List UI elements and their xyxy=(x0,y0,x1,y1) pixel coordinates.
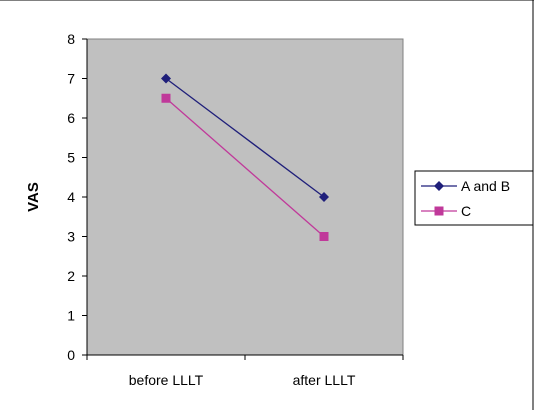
x-tick-label: after LLLT xyxy=(293,372,356,388)
legend-label: A and B xyxy=(461,178,510,194)
data-point xyxy=(319,192,329,202)
legend-marker xyxy=(434,206,444,216)
y-tick-label: 6 xyxy=(67,110,75,126)
x-axis-ticks: before LLLT after LLLT xyxy=(86,355,404,388)
y-tick-label: 8 xyxy=(67,31,75,47)
series-layer xyxy=(161,73,329,241)
legend-marker xyxy=(434,181,444,191)
y-tick-label: 0 xyxy=(67,347,75,363)
y-tick-label: 2 xyxy=(67,268,75,284)
series-a-and-b xyxy=(161,73,329,202)
series-line xyxy=(165,77,325,198)
series-line xyxy=(165,97,325,237)
legend-label: C xyxy=(461,203,471,219)
x-tick-label: before LLLT xyxy=(129,372,204,388)
y-tick-label: 3 xyxy=(67,229,75,245)
legend-item: A and B xyxy=(421,178,510,194)
y-axis-label: VAS xyxy=(25,182,42,212)
legend-box xyxy=(414,170,534,226)
legend-item: C xyxy=(421,203,471,219)
series-c xyxy=(161,93,329,241)
y-tick-label: 7 xyxy=(67,71,75,87)
plot-area xyxy=(86,38,404,356)
y-axis-ticks: 0 1 2 3 4 5 6 7 8 xyxy=(67,31,87,363)
y-tick-label: 1 xyxy=(67,308,75,324)
data-point xyxy=(319,232,329,241)
data-point xyxy=(161,93,171,103)
y-tick-label: 4 xyxy=(67,189,75,205)
data-point xyxy=(161,73,171,84)
y-tick-label: 5 xyxy=(67,150,75,166)
legend: A and B C xyxy=(414,170,534,226)
